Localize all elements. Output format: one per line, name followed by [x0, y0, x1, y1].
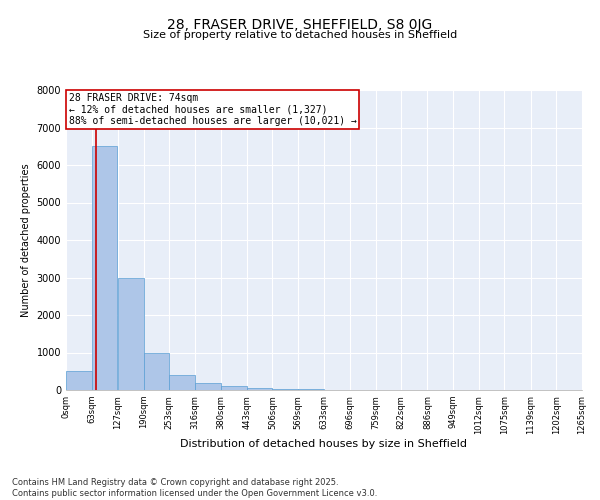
Bar — [143, 352, 169, 390]
Bar — [92, 146, 118, 390]
Text: Contains HM Land Registry data © Crown copyright and database right 2025.
Contai: Contains HM Land Registry data © Crown c… — [12, 478, 377, 498]
Bar — [221, 386, 247, 390]
Y-axis label: Number of detached properties: Number of detached properties — [21, 163, 31, 317]
X-axis label: Distribution of detached houses by size in Sheffield: Distribution of detached houses by size … — [181, 440, 467, 450]
Bar — [66, 371, 92, 390]
Bar — [195, 382, 221, 390]
Text: 28 FRASER DRIVE: 74sqm
← 12% of detached houses are smaller (1,327)
88% of semi-: 28 FRASER DRIVE: 74sqm ← 12% of detached… — [68, 93, 356, 126]
Bar — [272, 389, 298, 390]
Text: 28, FRASER DRIVE, SHEFFIELD, S8 0JG: 28, FRASER DRIVE, SHEFFIELD, S8 0JG — [167, 18, 433, 32]
Bar — [169, 375, 195, 390]
Text: Size of property relative to detached houses in Sheffield: Size of property relative to detached ho… — [143, 30, 457, 40]
Bar — [247, 388, 272, 390]
Bar — [298, 389, 324, 390]
Bar — [118, 278, 143, 390]
